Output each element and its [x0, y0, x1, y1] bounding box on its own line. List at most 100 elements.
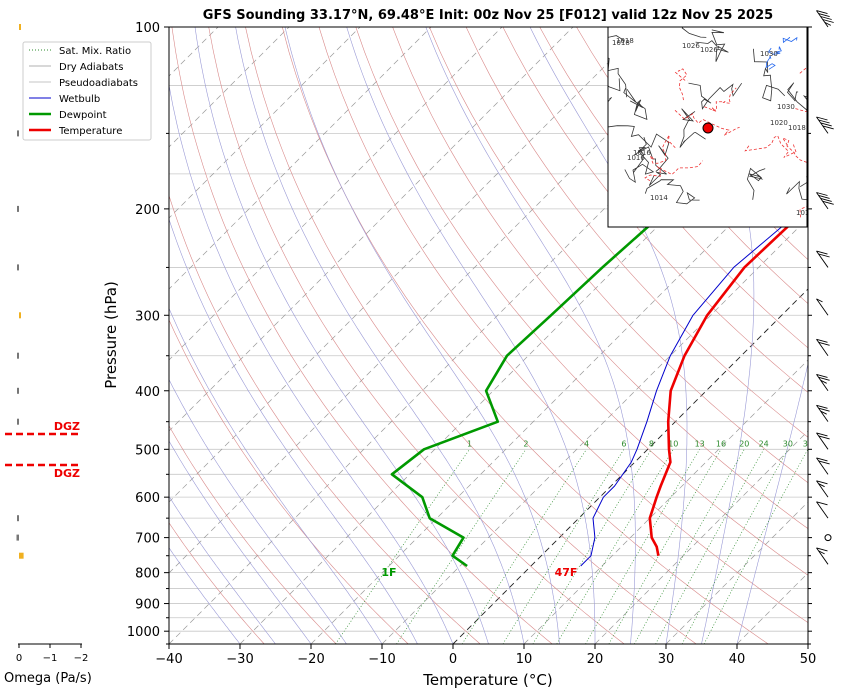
pseudoadiabat [284, 27, 560, 644]
mixing-ratio-label: 10 [668, 439, 678, 448]
barb-flag [816, 10, 828, 15]
barb-staff [816, 405, 829, 422]
pseudoadiabat [169, 547, 241, 644]
dry-adiabat [355, 27, 808, 576]
barb-flag [816, 457, 828, 462]
omega-bar [17, 264, 19, 271]
map-isobar-label: 1014 [796, 209, 814, 217]
omega-axis-label: Omega (Pa/s) [4, 671, 92, 686]
omega-bars [16, 24, 24, 559]
wind-barbs [816, 10, 834, 565]
barb-staff [816, 457, 829, 475]
map-coastline [623, 87, 648, 121]
wind-barb [816, 457, 830, 475]
wind-barb [816, 116, 834, 134]
mixing-ratio-label: 30 [783, 439, 793, 448]
omega-tick-label: −2 [74, 653, 89, 664]
y-tick-label: 700 [135, 532, 160, 547]
mixing-ratio-line [502, 449, 625, 644]
map-coastline [608, 35, 628, 98]
barb-flag [816, 501, 828, 506]
omega-bar [17, 515, 19, 522]
map-isobar-label: 1030 [760, 50, 778, 58]
surface-labels: 1F 47F [381, 566, 577, 579]
map-thickness-contour [744, 135, 797, 158]
barb-flag [818, 194, 830, 199]
y-axis-label: Pressure (hPa) [102, 281, 120, 389]
mixing-ratio-line [703, 449, 808, 644]
x-tick-label: 20 [587, 652, 604, 667]
barb-staff [816, 192, 829, 210]
barb-flag [822, 19, 834, 23]
omega-panel: 0 −1 −2 DGZ DGZ Omega (Pa/s) [4, 24, 92, 686]
barb-flag [816, 432, 828, 437]
mixing-ratio-line [633, 449, 745, 644]
surface-temperature-label: 47F [555, 566, 578, 579]
barb-staff [816, 374, 829, 392]
wind-barb [816, 338, 830, 356]
pseudoadiabat [169, 440, 312, 644]
map-coastline [746, 167, 766, 200]
barb-staff [816, 116, 829, 134]
map-cold-contour [767, 46, 782, 55]
mixing-ratio-label: 13 [695, 439, 705, 448]
barb-flag [818, 460, 830, 465]
isotherm-line [169, 27, 787, 644]
map-coastline [786, 176, 807, 201]
barb-flag [816, 338, 828, 343]
wind-barb [816, 10, 834, 28]
dgz-top-label: DGZ [54, 420, 80, 433]
omega-bar [17, 130, 19, 137]
legend-entry: Pseudoadiabats [59, 78, 138, 89]
dry-adiabat [318, 27, 808, 623]
pseudoadiabat [169, 218, 418, 644]
barb-flag [824, 21, 832, 26]
barb-flag [818, 550, 825, 555]
mixing-ratio-line [585, 449, 700, 644]
barb-flag [820, 379, 827, 384]
map-coastline [688, 82, 743, 110]
legend-box [22, 41, 152, 141]
dgz-bottom-label: DGZ [54, 467, 80, 480]
dry-adiabat [245, 27, 697, 644]
pseudoadiabat [235, 27, 525, 644]
barb-flag [816, 250, 828, 255]
map-isobar-label: 1018 [612, 39, 630, 47]
dry-adiabat [465, 27, 808, 438]
barb-flag [818, 483, 825, 488]
legend-entry: Dewpoint [59, 110, 107, 121]
barb-flag [816, 373, 828, 378]
legend-entry: Temperature [58, 126, 122, 137]
barb-flag [820, 197, 832, 202]
barb-flag [820, 16, 832, 20]
barb-staff [816, 432, 829, 450]
plot-frame [168, 26, 809, 645]
map-coastline [608, 125, 670, 172]
map-coastline [644, 179, 700, 205]
omega-bar [19, 312, 21, 319]
legend-entry: Dry Adiabats [59, 62, 123, 73]
barb-flag [816, 192, 828, 196]
dry-adiabat [169, 194, 481, 644]
map-isobar-label: 1014 [650, 194, 668, 202]
map-thickness-contour [781, 136, 807, 163]
mixing-ratio-line [335, 449, 470, 644]
dry-adiabat [169, 425, 337, 644]
y-tick-label: 800 [135, 567, 160, 582]
mixing-ratio-label: 2 [523, 439, 528, 448]
omega-tick-label: −1 [43, 653, 58, 664]
x-tick-label: −10 [368, 652, 395, 667]
y-tick-label: 200 [135, 203, 160, 218]
mixing-ratio-label: 24 [759, 439, 769, 448]
dry-adiabat [208, 27, 625, 644]
map-thickness-contour [674, 68, 688, 101]
dry-adiabat [392, 27, 808, 530]
y-tick-label: 300 [135, 309, 160, 324]
isotherm-line [523, 359, 808, 644]
barb-staff [816, 339, 829, 356]
barb-staff [816, 250, 829, 268]
barb-flag [818, 376, 830, 381]
legend-entry: Wetbulb [59, 94, 100, 105]
map-coastline [681, 27, 707, 38]
